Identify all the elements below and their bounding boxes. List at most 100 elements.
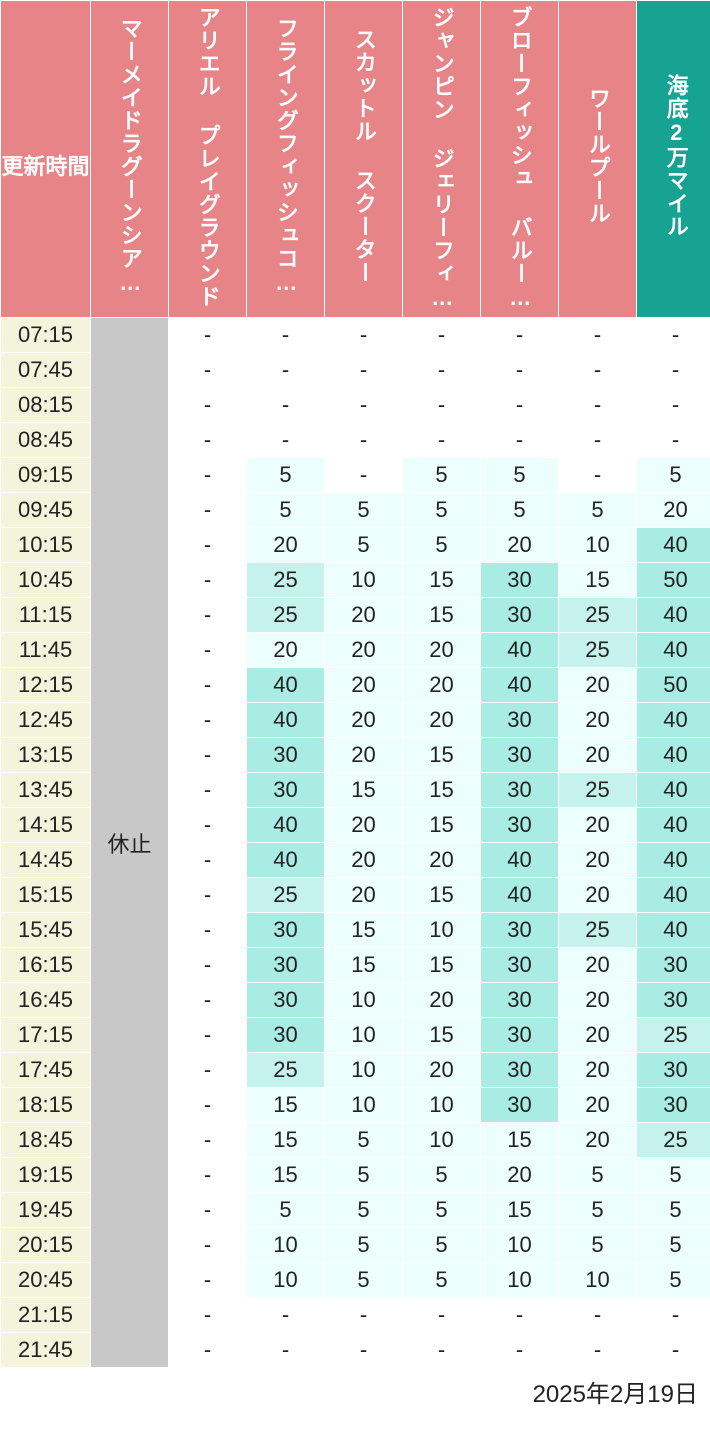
wait-cell: 25 <box>559 913 637 948</box>
wait-cell: - <box>247 1333 325 1368</box>
header-label: アリエル プレイグラウンド <box>194 6 220 306</box>
wait-cell: 20 <box>481 1158 559 1193</box>
header-label: 海底2万マイル <box>662 74 688 238</box>
wait-cell: - <box>169 318 247 353</box>
wait-cell: - <box>169 1298 247 1333</box>
wait-cell: - <box>325 318 403 353</box>
wait-cell: 20 <box>325 808 403 843</box>
wait-cell: - <box>169 1018 247 1053</box>
time-cell: 10:45 <box>1 563 91 598</box>
time-cell: 20:15 <box>1 1228 91 1263</box>
wait-cell: - <box>247 388 325 423</box>
wait-cell: - <box>325 353 403 388</box>
wait-cell: 20 <box>403 703 481 738</box>
wait-cell: 20 <box>325 703 403 738</box>
wait-cell: 20 <box>325 738 403 773</box>
wait-cell: - <box>169 1263 247 1298</box>
wait-cell: 20 <box>403 843 481 878</box>
wait-cell: 5 <box>559 1193 637 1228</box>
wait-cell: 5 <box>403 1263 481 1298</box>
wait-cell: 5 <box>559 493 637 528</box>
wait-cell: - <box>247 1298 325 1333</box>
time-cell: 08:45 <box>1 423 91 458</box>
wait-cell: - <box>637 318 710 353</box>
wait-cell: 15 <box>403 878 481 913</box>
time-cell: 14:15 <box>1 808 91 843</box>
wait-cell: 10 <box>325 983 403 1018</box>
wait-cell: 30 <box>481 773 559 808</box>
time-cell: 09:15 <box>1 458 91 493</box>
wait-cell: 30 <box>637 983 710 1018</box>
wait-cell: - <box>559 1333 637 1368</box>
wait-cell: 10 <box>559 528 637 563</box>
wait-cell: 40 <box>481 668 559 703</box>
time-cell: 20:45 <box>1 1263 91 1298</box>
wait-cell: - <box>169 493 247 528</box>
wait-cell: - <box>169 913 247 948</box>
wait-cell: - <box>637 353 710 388</box>
wait-cell: 30 <box>481 913 559 948</box>
wait-cell: 5 <box>403 458 481 493</box>
time-cell: 21:45 <box>1 1333 91 1368</box>
time-cell: 18:15 <box>1 1088 91 1123</box>
time-cell: 13:15 <box>1 738 91 773</box>
wait-cell: 5 <box>481 458 559 493</box>
header-c3: フライングフィッシュコ… <box>247 1 325 318</box>
wait-cell: 25 <box>637 1123 710 1158</box>
wait-cell: 50 <box>637 563 710 598</box>
wait-cell: 25 <box>559 773 637 808</box>
wait-cell: - <box>169 528 247 563</box>
wait-cell: - <box>169 1228 247 1263</box>
wait-cell: 30 <box>637 1053 710 1088</box>
wait-cell: 15 <box>403 563 481 598</box>
wait-cell: 40 <box>481 878 559 913</box>
wait-cell: 5 <box>325 1228 403 1263</box>
header-label: 更新時間 <box>1 137 90 181</box>
time-cell: 11:15 <box>1 598 91 633</box>
wait-cell: - <box>169 843 247 878</box>
header-c4: スカットル スクーター <box>325 1 403 318</box>
time-cell: 17:15 <box>1 1018 91 1053</box>
time-cell: 12:15 <box>1 668 91 703</box>
wait-cell: - <box>637 388 710 423</box>
wait-cell: 5 <box>637 1193 710 1228</box>
wait-cell: 30 <box>637 1088 710 1123</box>
wait-cell: 20 <box>481 528 559 563</box>
wait-cell: 40 <box>637 913 710 948</box>
wait-cell: - <box>169 1333 247 1368</box>
wait-cell: 5 <box>325 528 403 563</box>
wait-cell: 15 <box>481 1123 559 1158</box>
wait-cell: 20 <box>559 983 637 1018</box>
wait-cell: 15 <box>403 1018 481 1053</box>
header-label: ワールプール <box>584 87 610 225</box>
wait-cell: - <box>247 423 325 458</box>
wait-cell: 20 <box>247 528 325 563</box>
wait-cell: 25 <box>637 1018 710 1053</box>
wait-cell: 30 <box>247 1018 325 1053</box>
time-cell: 19:15 <box>1 1158 91 1193</box>
wait-cell: 40 <box>247 668 325 703</box>
header-c1: マーメイドラグーンシア… <box>91 1 169 318</box>
wait-cell: 10 <box>247 1263 325 1298</box>
wait-cell: 25 <box>247 563 325 598</box>
wait-cell: 5 <box>481 493 559 528</box>
wait-cell: 30 <box>637 948 710 983</box>
wait-cell: - <box>559 388 637 423</box>
wait-cell: 5 <box>325 1158 403 1193</box>
wait-cell: 15 <box>403 948 481 983</box>
wait-cell: 15 <box>559 563 637 598</box>
wait-cell: - <box>559 353 637 388</box>
wait-cell: 10 <box>481 1263 559 1298</box>
wait-cell: 40 <box>637 738 710 773</box>
wait-cell: - <box>481 423 559 458</box>
wait-cell: 20 <box>559 878 637 913</box>
wait-cell: 40 <box>637 878 710 913</box>
wait-cell: 5 <box>325 493 403 528</box>
header-label: マーメイドラグーンシア… <box>116 17 142 296</box>
wait-cell: - <box>169 703 247 738</box>
wait-cell: - <box>559 458 637 493</box>
wait-cell: 20 <box>325 668 403 703</box>
wait-cell: - <box>403 388 481 423</box>
wait-cell: 20 <box>403 983 481 1018</box>
wait-cell: 5 <box>247 493 325 528</box>
